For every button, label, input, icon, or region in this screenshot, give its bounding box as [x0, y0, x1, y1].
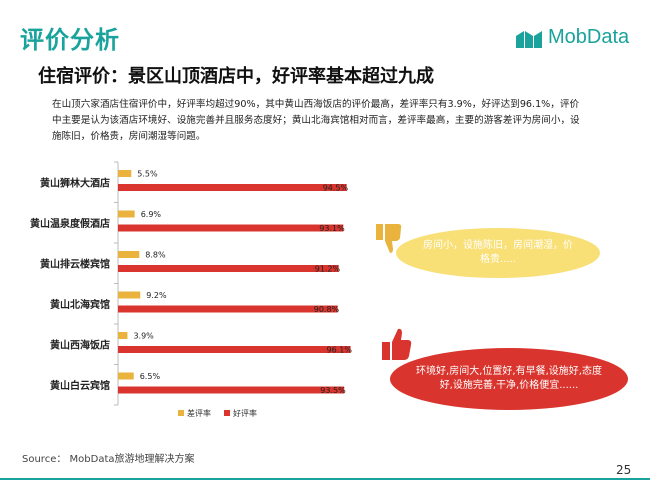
bad-rate-label: 6.9%	[141, 210, 162, 219]
thumbs-down-icon	[376, 224, 402, 253]
source-note: Source： MobData旅游地理解决方案	[22, 454, 195, 465]
legend-label-bad: 差评率	[187, 408, 211, 418]
thumbs-up-icon	[382, 328, 412, 360]
subtitle: 住宿评价：景区山顶酒店中，好评率基本超过九成	[38, 66, 434, 87]
page-title: 评价分析	[20, 26, 120, 54]
logo: MobData	[516, 26, 629, 49]
bad-rate-bar	[118, 210, 135, 218]
bad-rate-label: 9.2%	[146, 291, 167, 300]
bad-rate-bar	[118, 332, 128, 339]
category-label: 黄山狮林大酒店	[40, 176, 110, 189]
good-rate-label: 96.1%	[327, 346, 353, 355]
page-number: 25	[616, 463, 632, 477]
description: 在山顶六家酒店住宿评价中，好评率均超过90%，其中黄山西海饭店的评价最高，差评率…	[52, 99, 580, 142]
good-rate-bar	[118, 305, 338, 313]
legend-swatch-good	[224, 410, 230, 416]
category-label: 黄山白云宾馆	[50, 379, 110, 392]
category-label: 黄山排云楼宾馆	[40, 257, 110, 270]
legend-label-good: 好评率	[233, 408, 257, 418]
good-rate-bar	[118, 265, 339, 272]
logo-text: MobData	[548, 26, 630, 48]
bottom-divider	[0, 478, 650, 480]
category-label: 黄山西海饭店	[50, 338, 110, 351]
bad-rate-label: 6.5%	[140, 372, 161, 381]
bad-rate-label: 3.9%	[133, 332, 154, 341]
bad-rate-bar	[118, 170, 132, 177]
bad-rate-bar	[118, 372, 134, 380]
bad-rate-bar	[118, 251, 140, 258]
good-rate-bar	[118, 386, 345, 394]
good-rate-label: 90.8%	[314, 305, 340, 314]
good-rate-bar	[118, 346, 351, 353]
positive-review-callout: 环境好,房间大,位置好,有早餐,设施好,态度好,设施完善,干净,价格便宜....…	[390, 348, 628, 410]
bad-rate-bar	[118, 291, 141, 299]
legend-swatch-bad	[178, 410, 184, 416]
bad-rate-label: 8.8%	[145, 251, 166, 260]
negative-review-callout: 房间小，设施陈旧，房间潮湿，价格贵.....	[396, 228, 600, 278]
good-rate-label: 94.5%	[323, 184, 349, 193]
good-rate-label: 93.1%	[319, 224, 345, 233]
bad-rate-label: 5.5%	[137, 170, 158, 179]
good-rate-bar	[118, 224, 344, 232]
good-rate-label: 91.2%	[315, 265, 341, 274]
good-rate-label: 93.5%	[320, 386, 346, 395]
category-label: 黄山温泉度假酒店	[30, 217, 110, 230]
mobdata-logo-icon	[516, 30, 542, 48]
good-rate-bar	[118, 184, 347, 191]
category-label: 黄山北海宾馆	[50, 298, 110, 311]
